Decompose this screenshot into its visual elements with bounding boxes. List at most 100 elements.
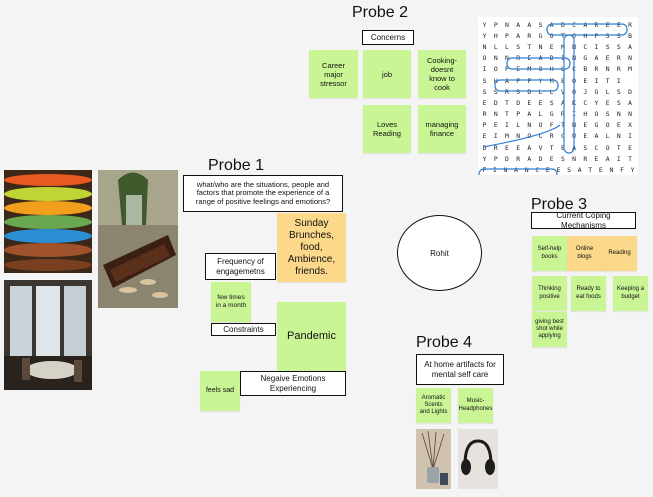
note-giving-best-shot[interactable]: giving best shot while applying [532,312,567,347]
constraints-label: Constraints [211,323,276,336]
word-search-letter: E [549,42,554,51]
word-search-letter: M [628,65,632,74]
word-search-letter: O [538,121,543,130]
word-search-letter: S [605,42,610,51]
note-keeping-a-budget[interactable]: Keeping a budget [613,276,648,311]
word-search-letter: S [493,87,498,96]
chocolate-photo [98,170,178,308]
word-search-letter: S [605,110,610,119]
word-search-letter: G [594,87,599,96]
word-search-letter: E [545,166,550,175]
macarons-image [4,170,92,273]
word-search-letter: E [556,166,561,175]
note-pandemic[interactable]: Pandemic [277,302,346,371]
note-reading[interactable]: Reading [602,236,637,271]
concerns-header: Concerns [362,30,414,45]
word-search-letter: H [583,110,588,119]
word-search-letter: N [493,54,498,63]
word-search-letter: R [505,87,509,96]
note-job[interactable]: job [363,50,411,98]
word-search-letter: E [516,143,521,152]
word-search-letter: N [503,166,508,175]
word-search-letter: E [538,98,543,107]
word-search-letter: C [560,132,565,141]
word-search-letter: N [516,132,521,141]
word-search-letter: A [516,20,521,29]
word-search-letter: S [616,87,621,96]
word-search-letter: Y [482,31,487,40]
word-search-letter: T [628,154,632,163]
note-feels-sad[interactable]: feels sad [200,371,240,411]
word-search-letter: X [628,121,632,130]
word-search-letter: T [505,98,509,107]
word-search-letter: T [505,110,509,119]
note-online-blogs[interactable]: Online blogs [567,236,602,271]
word-search-letter: S [605,31,610,40]
word-search-letter: Y [482,20,487,29]
word-search-letter: R [482,110,487,119]
word-search-letter: S [616,42,621,51]
word-search-letter: B [628,31,632,40]
word-search-letter: N [524,166,529,175]
word-search-letter: O [493,65,498,74]
word-search-letter: R [560,110,565,119]
word-search-letter: A [516,31,521,40]
word-search-letter: N [538,42,543,51]
note-thinking-positive[interactable]: Thinking positive [532,276,567,311]
word-search-letter: S [583,143,588,152]
word-search-letter: L [538,87,543,96]
word-search-letter: O [549,31,554,40]
word-search-letter: C [583,42,588,51]
word-search-letter: E [482,98,487,107]
probe4-title: Probe 4 [416,334,473,351]
probe1-title: Probe 1 [208,157,265,174]
word-search-letter: N [572,154,577,163]
note-managing-finance[interactable]: managing finance [418,105,466,153]
word-search-letter: N [628,110,632,119]
word-search-letter: G [538,31,543,40]
note-career-major-stressor[interactable]: Career major stressor [309,50,358,98]
word-search-letter: G [583,54,588,63]
word-search-letter: N [616,132,621,141]
note-cooking[interactable]: Cooking- doesnt know to cook [418,50,466,98]
note-music-headphones[interactable]: Music- Headphones [458,388,493,423]
frequency-label: Frequency of engagemetns [205,253,276,280]
word-search-letter: M [505,132,509,141]
note-aromatic-scents[interactable]: Aromatic Scents and Lights [416,388,451,423]
word-search-letter: E [598,166,603,175]
word-search-letter: N [493,110,498,119]
word-search-letter: N [505,54,509,63]
word-search-letter: L [605,87,610,96]
word-search-letter: N [616,110,621,119]
word-search-letter: J [583,87,588,96]
word-search-letter: A [594,54,599,63]
word-search-letter: R [516,154,521,163]
highlight-reading [506,57,571,70]
word-search-letter: I [505,121,509,130]
word-search-letter: N [605,65,610,74]
word-search-letter: N [628,54,632,63]
note-self-help-books[interactable]: Self-help books [532,236,567,271]
negative-emotions-label: Negaive Emotions Experiencing [240,371,346,396]
word-search-letter: L [549,87,554,96]
word-search-letter: O [605,121,610,130]
note-ready-to-eat-foods[interactable]: Ready to eat foods [571,276,606,311]
word-search-letter: T [560,121,565,130]
note-loves-reading[interactable]: Loves Reading [363,105,411,153]
word-search-letter: T [605,76,610,85]
word-search-letter: E [605,54,610,63]
word-search-letter: R [616,65,621,74]
word-search-letter: T [549,143,554,152]
word-search-letter: E [493,121,498,130]
word-search-letter: D [505,154,509,163]
word-search-letter: S [616,31,621,40]
word-search-letter: D [493,98,498,107]
word-search-letter: G [594,121,599,130]
word-search-letter: B [583,65,588,74]
note-few-times-a-month[interactable]: few times in a month [211,282,251,322]
word-search-letter: E [549,154,554,163]
word-search-letter: P [505,65,509,74]
word-search-letter: L [605,132,610,141]
note-sunday-brunches[interactable]: Sunday Brunches, food, Ambience, friends… [277,213,346,282]
